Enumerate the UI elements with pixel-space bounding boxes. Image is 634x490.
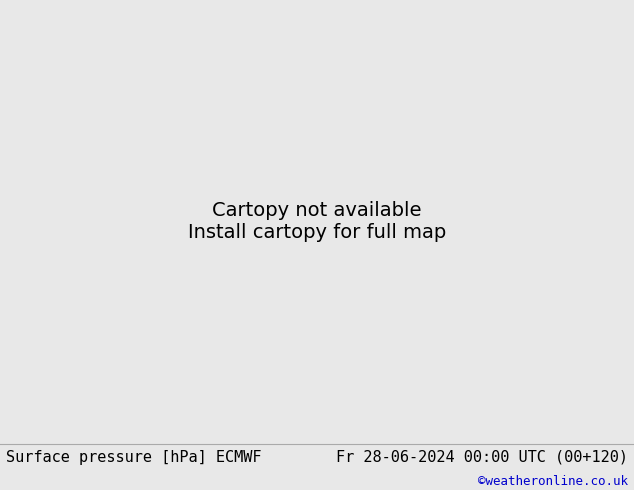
Text: Fr 28-06-2024 00:00 UTC (00+120): Fr 28-06-2024 00:00 UTC (00+120) (335, 450, 628, 465)
Text: Surface pressure [hPa] ECMWF: Surface pressure [hPa] ECMWF (6, 450, 262, 465)
Text: Cartopy not available
Install cartopy for full map: Cartopy not available Install cartopy fo… (188, 200, 446, 242)
Text: ©weatheronline.co.uk: ©weatheronline.co.uk (477, 475, 628, 488)
